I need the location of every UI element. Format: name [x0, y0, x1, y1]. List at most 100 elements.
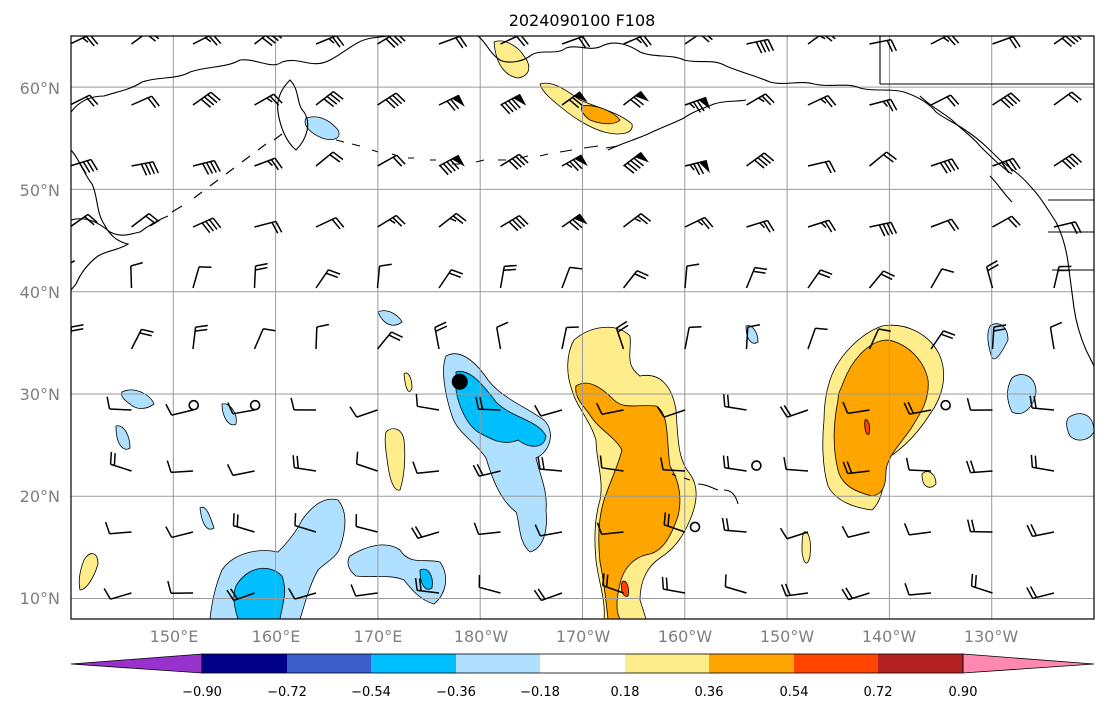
wind-barb — [1053, 91, 1082, 106]
barb-feather — [165, 403, 173, 416]
colorbar-tick-label: −0.36 — [436, 685, 476, 700]
colorbar: −0.90 −0.72 −0.54 −0.36 −0.18 0.18 0.36 … — [70, 653, 1095, 700]
wind-barb — [165, 403, 194, 416]
barb-shaft — [294, 524, 317, 533]
wind-barb — [721, 517, 747, 533]
barb-feather — [434, 321, 447, 329]
barb-feather — [987, 263, 999, 272]
barb-feather — [903, 523, 910, 536]
barb-shaft — [254, 36, 267, 45]
barb-feather — [207, 94, 218, 104]
wind-barb — [930, 330, 956, 350]
barb-feather — [82, 37, 89, 43]
wind-barb — [349, 406, 378, 418]
blue-shading-west-south — [233, 567, 285, 619]
barb-feather — [288, 587, 296, 600]
barb-shaft — [601, 467, 624, 472]
wind-barb — [783, 457, 809, 472]
wind-barb — [438, 154, 465, 176]
wind-barb — [869, 151, 897, 167]
barb-feather — [1007, 217, 1018, 228]
wind-barb — [534, 404, 563, 417]
barb-shaft — [684, 36, 698, 45]
barb-feather — [969, 460, 976, 473]
wind-barb — [130, 261, 143, 289]
wind-barb — [656, 406, 686, 418]
colorbar-segment — [540, 654, 625, 673]
colorbar-segment — [794, 654, 878, 673]
barb-feather — [1068, 93, 1079, 103]
wind-barb — [965, 460, 993, 474]
barb-feather — [452, 215, 464, 225]
barb-feather — [568, 99, 580, 109]
barb-feather — [86, 160, 95, 172]
wind-barb — [869, 221, 898, 237]
barb-shaft — [478, 531, 501, 536]
barb-shaft — [253, 328, 264, 350]
wind-barb — [49, 452, 70, 471]
barb-feather — [518, 153, 529, 164]
wind-barb — [71, 94, 99, 107]
wind-barb — [45, 520, 70, 532]
wind-barb — [534, 524, 563, 537]
barb-feather — [824, 36, 833, 42]
wind-barb — [253, 328, 276, 350]
barb-feather — [475, 396, 480, 410]
barb-feather — [696, 100, 705, 112]
barb-feather — [878, 328, 891, 332]
wind-barb — [412, 461, 440, 475]
colorbar-tick-label: −0.72 — [267, 685, 307, 700]
barb-feather — [689, 102, 696, 109]
wind-barb — [684, 216, 714, 230]
barb-feather — [760, 154, 772, 164]
barb-feather — [951, 36, 960, 44]
barb-feather — [941, 268, 955, 273]
barb-feather — [663, 512, 667, 525]
open-circle-marker — [751, 460, 762, 471]
barb-feather — [49, 452, 50, 464]
barb-feather — [388, 334, 401, 342]
red-shading-east — [864, 419, 871, 435]
wind-barb — [905, 457, 932, 472]
barb-shaft — [355, 592, 378, 597]
wind-barb — [661, 576, 686, 594]
barb-feather — [753, 270, 766, 274]
barb-feather — [325, 272, 339, 279]
barb-feather — [602, 573, 605, 586]
barb-feather — [784, 583, 791, 596]
coastline-okhotsk — [71, 215, 169, 236]
barb-shaft — [109, 408, 132, 411]
barb-feather — [265, 36, 276, 44]
barb-feather — [208, 36, 218, 46]
barb-feather — [82, 161, 91, 173]
barb-feather — [504, 264, 517, 268]
barb-shaft — [376, 266, 381, 289]
barb-feather — [633, 157, 644, 167]
barb-feather — [993, 324, 1007, 328]
barb-feather — [203, 96, 215, 106]
barb-feather — [1000, 99, 1011, 109]
wind-barb — [315, 216, 345, 230]
barb-shaft — [561, 267, 571, 289]
barb-feather — [1061, 37, 1073, 47]
barb-feather — [634, 217, 641, 223]
wind-barb — [253, 262, 268, 289]
barb-feather — [974, 575, 977, 588]
barb-feather — [271, 222, 279, 234]
barb-feather — [636, 269, 649, 277]
colorbar-extend-low — [70, 653, 203, 674]
barb-feather — [1030, 454, 1034, 468]
barb-shaft — [930, 268, 943, 289]
barb-feather — [886, 40, 894, 52]
barb-feather — [534, 404, 542, 417]
open-circle-marker — [249, 399, 261, 411]
barb-feather — [148, 36, 156, 42]
wind-barb — [167, 581, 194, 594]
barb-feather — [689, 164, 695, 171]
coastline-sakhalin-japan — [71, 149, 130, 291]
barb-feather — [880, 273, 893, 281]
wind-barb — [1053, 36, 1082, 47]
barb-shaft — [540, 409, 563, 417]
barb-feather — [692, 101, 701, 113]
barb-feather — [903, 402, 911, 415]
